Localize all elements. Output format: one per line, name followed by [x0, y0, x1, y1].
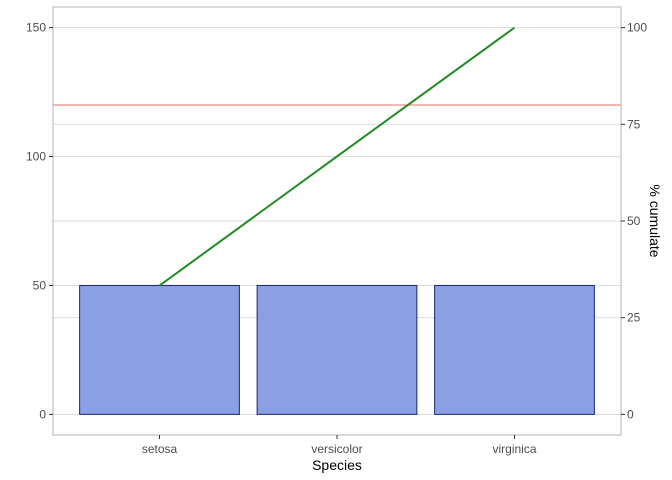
bar-versicolor	[256, 284, 418, 415]
y2-tick-label: 50	[627, 214, 641, 228]
x-tick-label: setosa	[142, 442, 178, 456]
y2-tick-label: 0	[627, 407, 634, 421]
y-tick-label: 150	[26, 21, 46, 35]
y-tick-label: 100	[26, 150, 46, 164]
cumulative-line-layer	[158, 26, 516, 287]
cumulative-line	[158, 26, 516, 287]
y2-axis-title: % cumulate	[647, 184, 663, 257]
y-tick-label: 0	[39, 407, 46, 421]
x-axis-title: Species	[312, 457, 362, 473]
bars-layer	[79, 284, 595, 415]
y2-tick-label: 75	[627, 117, 641, 131]
bar-setosa	[79, 284, 240, 415]
x-tick-label: virginica	[492, 442, 536, 456]
axes-layer: 0 50 100 150 0 25 50 75 100 setosa versicolor virgi…	[26, 21, 647, 456]
y2-tick-label: 25	[627, 311, 641, 325]
bar-virginica	[434, 284, 595, 415]
y2-tick-label: 100	[627, 21, 647, 35]
x-tick-label: versicolor	[311, 442, 362, 456]
y-tick-label: 50	[33, 278, 47, 292]
